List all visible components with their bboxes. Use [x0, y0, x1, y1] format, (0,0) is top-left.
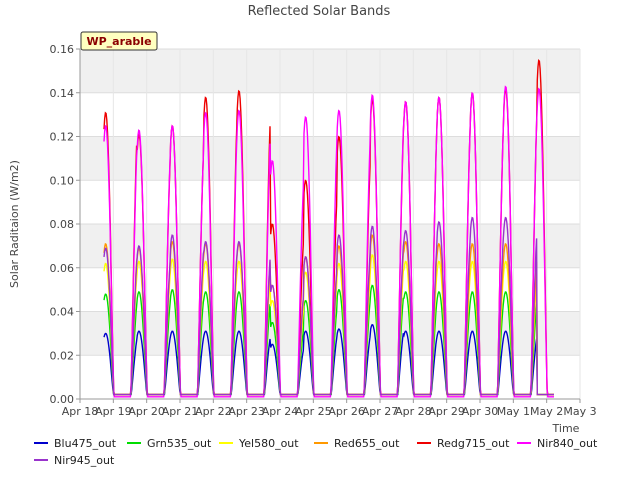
- x-tick-label: May 2: [530, 405, 563, 418]
- legend-label: Yel580_out: [238, 437, 299, 450]
- x-tick-label: Apr 21: [162, 405, 199, 418]
- x-tick-label: Apr 29: [428, 405, 465, 418]
- x-tick-label: Apr 22: [195, 405, 232, 418]
- x-tick-label: Apr 24: [262, 405, 299, 418]
- grid-band: [80, 224, 580, 268]
- site-badge-box: [80, 31, 158, 51]
- y-tick-label: 0.12: [50, 131, 75, 144]
- x-tick-label: Apr 26: [328, 405, 365, 418]
- grid-band: [80, 136, 580, 181]
- x-tick-label: Apr 30: [462, 405, 499, 418]
- series-line-nir840-out: [103, 85, 554, 398]
- legend-label: Blu475_out: [54, 437, 117, 450]
- grid-band: [80, 311, 580, 356]
- x-tick-label: Apr 28: [395, 405, 432, 418]
- x-tick-label: Apr 23: [228, 405, 265, 418]
- y-tick-label: 0.06: [50, 262, 75, 275]
- y-tick-label: 0.00: [50, 393, 75, 406]
- grid-bands: [80, 49, 580, 356]
- legend: Blu475_out Grn535_out Yel580_out Red655_out…: [34, 437, 598, 467]
- grid-band: [80, 49, 580, 93]
- y-tick-label: 0.10: [50, 174, 75, 187]
- x-tick-label: Apr 25: [295, 405, 332, 418]
- y-tick-label: 0.02: [50, 349, 75, 362]
- series-layer: [103, 58, 554, 398]
- site-badge: WP_arable: [80, 31, 158, 51]
- x-axis-label: Time: [552, 422, 580, 435]
- x-tick-label: Apr 19: [95, 405, 132, 418]
- x-tick-label: Apr 20: [128, 405, 165, 418]
- legend-label: Nir945_out: [54, 454, 115, 467]
- legend-label: Grn535_out: [147, 437, 212, 450]
- series-line-nir945-out: [103, 216, 554, 396]
- y-tick-label: 0.04: [50, 306, 75, 319]
- site-badge-text: WP_arable: [86, 35, 151, 48]
- x-tick-label: May 3: [563, 405, 596, 418]
- x-tick-label: Apr 27: [362, 405, 399, 418]
- x-tick-label: May 1: [497, 405, 530, 418]
- y-tick-label: 0.08: [50, 218, 75, 231]
- legend-label: Redg715_out: [437, 437, 510, 450]
- legend-label: Red655_out: [334, 437, 400, 450]
- x-tick-label: Apr 18: [62, 405, 99, 418]
- y-axis-label: Solar Raditaion (W/m2): [8, 160, 21, 288]
- y-tick-label: 0.14: [50, 87, 75, 100]
- legend-label: Nir840_out: [537, 437, 598, 450]
- y-tick-labels: 0.00 0.02 0.04 0.06 0.08 0.10 0.12 0.14 0.16: [50, 43, 80, 406]
- chart-title: Reflected Solar Bands: [248, 4, 391, 19]
- y-tick-label: 0.16: [50, 43, 75, 56]
